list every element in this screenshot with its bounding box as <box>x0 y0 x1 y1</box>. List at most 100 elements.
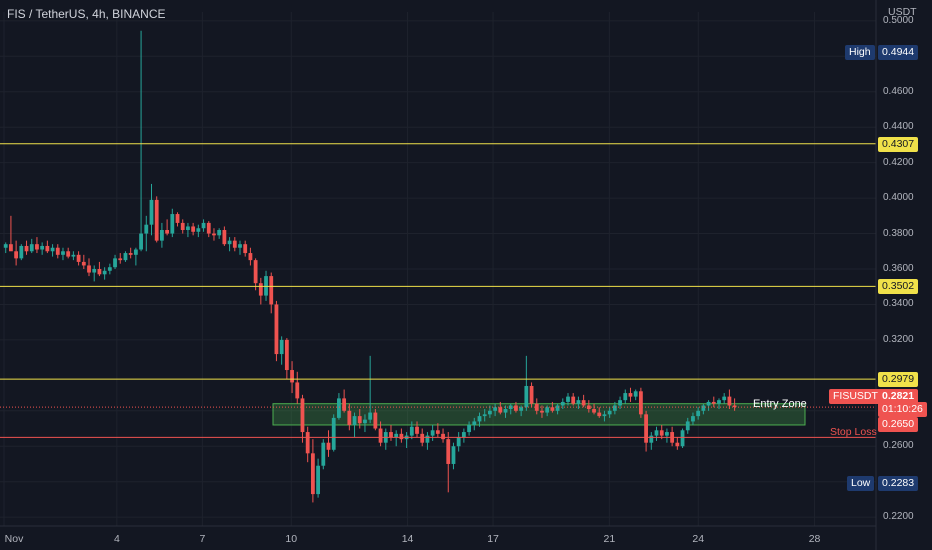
candle-down <box>87 265 91 273</box>
candle-up <box>409 426 414 436</box>
stop-loss-label: Stop Loss <box>830 426 877 438</box>
candle-up <box>170 214 175 234</box>
candle-down <box>290 370 294 383</box>
candle-down <box>441 433 445 440</box>
candle-up <box>680 430 685 447</box>
candle-up <box>524 385 529 408</box>
candle-down <box>118 258 123 261</box>
y-tick-label: 0.2600 <box>883 440 914 452</box>
x-tick-label: 4 <box>113 533 120 545</box>
candle-up <box>50 247 55 252</box>
candle-down <box>638 391 643 415</box>
candle-down <box>597 412 602 417</box>
candle-up <box>71 254 76 257</box>
countdown-tag: 01:10:26 <box>878 402 927 417</box>
candle-down <box>347 410 352 425</box>
candle-down <box>180 222 185 231</box>
candle-down <box>373 412 378 429</box>
candle-up <box>706 401 711 406</box>
candle-up <box>665 432 669 436</box>
candle-down <box>35 244 39 250</box>
candle-down <box>45 245 50 252</box>
level-value-tag: 0.4307 <box>878 136 919 152</box>
candle-down <box>310 453 315 495</box>
candle-up <box>3 244 8 248</box>
candle-down <box>732 405 737 408</box>
x-tick-label: 14 <box>401 533 414 545</box>
candle-up <box>701 405 706 411</box>
candle-up <box>472 421 477 425</box>
candle-down <box>592 409 596 413</box>
y-tick-label: 0.3800 <box>883 227 914 239</box>
candle-down <box>232 240 237 248</box>
candle-up <box>488 410 492 415</box>
candle-up <box>503 409 508 413</box>
candle-up <box>186 226 190 231</box>
high-label: High <box>845 45 875 60</box>
candle-down <box>248 253 253 261</box>
candle-down <box>66 251 71 257</box>
candle-up <box>555 405 560 411</box>
candle-down <box>165 230 170 234</box>
candle-up <box>368 412 373 420</box>
candle-down <box>514 405 518 411</box>
candle-down <box>24 245 29 252</box>
candle-up <box>61 251 65 255</box>
candle-up <box>607 410 612 415</box>
y-tick-label: 0.5000 <box>883 14 914 26</box>
x-tick-label: 24 <box>692 533 705 545</box>
candle-up <box>92 269 97 273</box>
chart-title: FIS / TetherUS, 4h, BINANCE <box>7 7 166 21</box>
last-price-tag: 0.2821 <box>878 389 919 404</box>
candle-up <box>159 230 164 241</box>
candle-up <box>394 433 399 438</box>
candle-up <box>649 435 654 443</box>
entry-zone-box <box>272 403 806 426</box>
candle-down <box>529 385 534 404</box>
candle-up <box>430 430 435 436</box>
stop-loss-tag: 0.2650 <box>878 417 919 432</box>
candle-down <box>342 398 347 411</box>
y-tick-label: 0.4400 <box>883 121 914 133</box>
candle-down <box>300 398 305 433</box>
candle-down <box>55 247 60 255</box>
candle-up <box>113 258 117 268</box>
candle-up <box>566 396 570 402</box>
candle-down <box>711 401 716 404</box>
candle-up <box>576 400 581 404</box>
level-value-tag: 0.3502 <box>878 279 919 295</box>
candle-up <box>217 230 222 236</box>
candle-down <box>269 276 274 305</box>
candles-group <box>3 30 737 503</box>
candle-up <box>238 244 242 248</box>
candle-down <box>571 396 576 404</box>
candle-down <box>274 304 279 355</box>
levels-group <box>0 143 876 380</box>
candle-down <box>581 400 586 406</box>
candle-up <box>196 228 201 232</box>
candle-up <box>144 224 149 234</box>
candle-up <box>316 465 320 495</box>
candle-up <box>545 407 550 413</box>
candle-down <box>550 407 555 411</box>
candle-down <box>378 428 383 443</box>
candle-down <box>644 414 649 443</box>
candle-up <box>279 339 284 355</box>
candle-down <box>675 442 680 447</box>
candle-down <box>175 214 180 223</box>
x-tick-label: Nov <box>4 533 24 545</box>
candle-down <box>420 433 425 443</box>
candle-up <box>40 245 45 250</box>
x-tick-label: 28 <box>808 533 821 545</box>
candle-up <box>227 240 232 245</box>
y-tick-label: 0.4200 <box>883 156 914 168</box>
candle-up <box>102 270 107 275</box>
candle-up <box>493 407 498 411</box>
y-tick-label: 0.3200 <box>883 333 914 345</box>
entry-zone-label: Entry Zone <box>753 398 807 410</box>
candle-down <box>191 226 196 232</box>
candle-down <box>243 244 248 254</box>
x-tick-label: 10 <box>285 533 298 545</box>
candle-down <box>540 410 544 413</box>
